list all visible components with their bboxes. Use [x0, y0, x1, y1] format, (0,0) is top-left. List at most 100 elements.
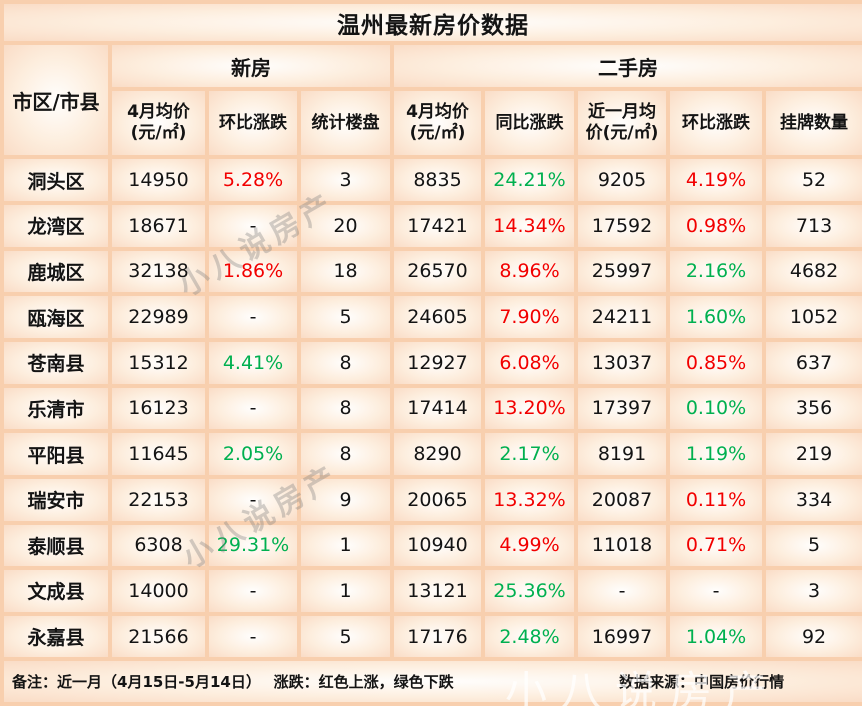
- sh-price-cell: 20065: [390, 474, 485, 525]
- new-mom-change-cell: -: [205, 201, 301, 251]
- sh-yoy-change-cell: 25.36%: [481, 566, 578, 616]
- col-header-new-price: 4月均价 (元/㎡): [108, 86, 209, 160]
- table-row: 文成县 14000-1 13121 25.36% - -3: [0, 566, 862, 616]
- sh-month-price-cell: -: [574, 566, 670, 616]
- sh-mom-change-cell: 2.16%: [666, 246, 766, 297]
- new-project-count-cell: 1: [297, 566, 394, 616]
- sh-yoy-change-cell: 2.48%: [481, 611, 578, 662]
- table-row: 洞头区 14950 5.28% 3 8835 24.21% 9205 4.19% 52: [0, 155, 862, 206]
- col-header-sh-price: 4月均价 (元/㎡): [390, 86, 485, 160]
- new-mom-change-cell: -: [205, 566, 301, 616]
- table-row: 永嘉县 21566-5 17176 2.48% 16997 1.04% 92: [0, 611, 862, 662]
- sh-price-cell: 8290: [390, 429, 485, 479]
- district-cell: 苍南县: [0, 337, 112, 388]
- sh-listings-cell: 334: [761, 474, 862, 525]
- table-row: 瑞安市 22153-9 20065 13.32% 20087 0.11% 334: [0, 474, 862, 525]
- sh-listings-cell: 5: [761, 520, 862, 571]
- sh-mom-change-cell: -: [666, 566, 766, 616]
- sh-month-price-cell: 13037: [574, 337, 670, 388]
- new-mom-change-cell: -: [205, 474, 301, 525]
- sh-mom-change-cell: 1.19%: [666, 429, 766, 479]
- sh-month-price-cell: 8191: [574, 429, 670, 479]
- table-row: 平阳县 11645 2.05% 8 8290 2.17% 8191 1.19% 219: [0, 429, 862, 479]
- sh-yoy-change-cell: 8.96%: [481, 246, 578, 297]
- table-row: 龙湾区 18671-20 17421 14.34% 17592 0.98% 713: [0, 201, 862, 251]
- new-project-count-cell: 5: [297, 292, 394, 342]
- sh-month-price-cell: 17592: [574, 201, 670, 251]
- district-cell: 永嘉县: [0, 611, 112, 662]
- new-price-cell: 32138: [108, 246, 209, 297]
- sh-listings-cell: 356: [761, 383, 862, 434]
- sh-yoy-change-cell: 13.20%: [481, 383, 578, 434]
- new-mom-change-cell: 29.31%: [205, 520, 301, 571]
- sh-mom-change-cell: 1.04%: [666, 611, 766, 662]
- group-header-second-hand: 二手房: [389, 41, 862, 91]
- sh-mom-change-cell: 0.85%: [666, 337, 766, 388]
- new-price-cell: 15312: [108, 337, 209, 388]
- footer-data-source: 数据来源：中国房价行情: [619, 673, 785, 692]
- new-project-count-cell: 1: [297, 520, 394, 571]
- new-price-cell: 16123: [108, 383, 209, 434]
- sh-yoy-change-cell: 4.99%: [481, 520, 578, 571]
- table-row: 鹿城区 32138 1.86% 18 26570 8.96% 25997 2.16% 4682: [0, 246, 862, 297]
- sh-price-cell: 17414: [390, 383, 485, 434]
- new-price-cell: 11645: [108, 429, 209, 479]
- district-cell: 平阳县: [0, 429, 112, 479]
- district-cell: 鹿城区: [0, 246, 112, 297]
- sh-listings-cell: 92: [761, 611, 862, 662]
- new-mom-change-cell: 1.86%: [205, 246, 301, 297]
- new-project-count-cell: 18: [297, 246, 394, 297]
- new-project-count-cell: 8: [297, 429, 394, 479]
- sh-yoy-change-cell: 24.21%: [481, 155, 578, 206]
- sh-price-cell: 10940: [390, 520, 485, 571]
- new-price-cell: 18671: [108, 201, 209, 251]
- sh-price-cell: 13121: [390, 566, 485, 616]
- new-price-cell: 22153: [108, 474, 209, 525]
- district-cell: 龙湾区: [0, 201, 112, 251]
- sh-listings-cell: 4682: [761, 246, 862, 297]
- sh-month-price-cell: 9205: [574, 155, 670, 206]
- district-cell: 乐清市: [0, 383, 112, 434]
- district-cell: 泰顺县: [0, 520, 112, 571]
- sh-price-cell: 8835: [390, 155, 485, 206]
- sh-yoy-change-cell: 2.17%: [481, 429, 578, 479]
- footer-bar: 备注：近一月（4月15日-5月14日） 涨跌：红色上涨，绿色下跌 数据来源：中国…: [0, 657, 862, 706]
- sh-month-price-cell: 24211: [574, 292, 670, 342]
- sh-yoy-change-cell: 7.90%: [481, 292, 578, 342]
- col-header-sh-listings: 挂牌数量: [761, 86, 862, 160]
- sh-listings-cell: 1052: [761, 292, 862, 342]
- sh-price-cell: 24605: [390, 292, 485, 342]
- new-project-count-cell: 20: [297, 201, 394, 251]
- col-header-sh-yoy-change: 同比涨跌: [481, 86, 578, 160]
- corner-header-district: 市区/市县: [0, 41, 112, 160]
- district-cell: 瑞安市: [0, 474, 112, 525]
- new-price-cell: 22989: [108, 292, 209, 342]
- sh-yoy-change-cell: 6.08%: [481, 337, 578, 388]
- sh-listings-cell: 3: [761, 566, 862, 616]
- new-project-count-cell: 9: [297, 474, 394, 525]
- sh-listings-cell: 52: [761, 155, 862, 206]
- col-header-new-project-count: 统计楼盘: [297, 86, 394, 160]
- footer-note: 备注：近一月（4月15日-5月14日） 涨跌：红色上涨，绿色下跌: [12, 673, 454, 692]
- sh-price-cell: 17421: [390, 201, 485, 251]
- new-project-count-cell: 8: [297, 383, 394, 434]
- new-mom-change-cell: 2.05%: [205, 429, 301, 479]
- table-row: 乐清市 16123-8 17414 13.20% 17397 0.10% 356: [0, 383, 862, 434]
- new-project-count-cell: 8: [297, 337, 394, 388]
- sh-mom-change-cell: 0.10%: [666, 383, 766, 434]
- sh-month-price-cell: 25997: [574, 246, 670, 297]
- new-price-cell: 14950: [108, 155, 209, 206]
- new-mom-change-cell: -: [205, 611, 301, 662]
- sh-month-price-cell: 20087: [574, 474, 670, 525]
- group-header-new-house: 新房: [108, 41, 394, 91]
- sh-listings-cell: 713: [761, 201, 862, 251]
- sh-listings-cell: 637: [761, 337, 862, 388]
- new-price-cell: 21566: [108, 611, 209, 662]
- sh-mom-change-cell: 1.60%: [666, 292, 766, 342]
- sh-listings-cell: 219: [761, 429, 862, 479]
- new-price-cell: 14000: [108, 566, 209, 616]
- col-header-sh-month-price: 近一月均 价(元/㎡): [574, 86, 670, 160]
- sh-mom-change-cell: 0.11%: [666, 474, 766, 525]
- table-row: 瓯海区 22989-5 24605 7.90% 24211 1.60% 1052: [0, 292, 862, 342]
